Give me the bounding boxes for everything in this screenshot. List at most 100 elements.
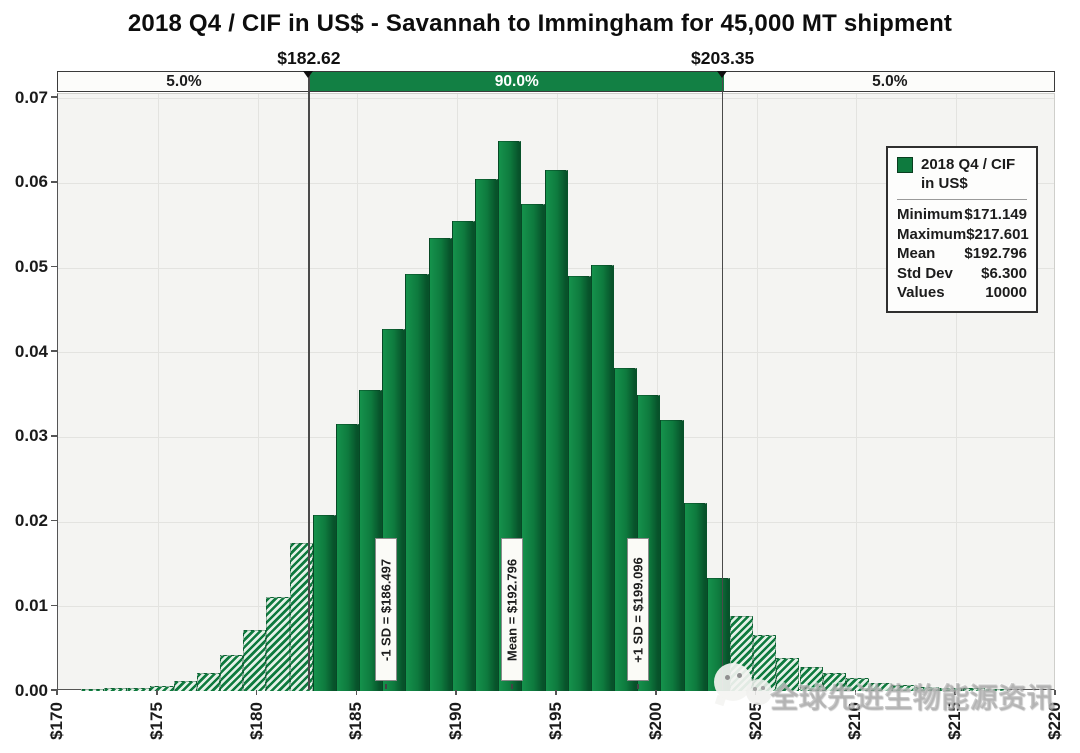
stat-value: $217.601 [966, 225, 1029, 243]
y-axis-tick [51, 604, 57, 607]
y-axis-tick [51, 435, 57, 437]
horizontal-gridline [58, 98, 1054, 100]
y-axis-tick [51, 519, 57, 522]
histogram-bar [104, 688, 128, 691]
x-axis-label: $170 [28, 692, 86, 750]
y-axis-tick [51, 689, 57, 691]
y-axis-tick [51, 350, 57, 353]
histogram-bar [266, 597, 290, 691]
legend-stat-row: Values 10000 [897, 283, 1027, 303]
histogram-bar [335, 424, 360, 691]
watermark-text: 全球先进生物能源资讯 [770, 682, 1056, 713]
stat-value: $192.796 [964, 245, 1027, 262]
x-axis-label-text: $180 [246, 702, 266, 740]
left-tail-percent: 5.0% [166, 72, 202, 90]
sd-annotation-text: +1 SD = $199.096 [630, 556, 646, 663]
histogram-bar [127, 687, 151, 691]
sd-annotation-text: -1 SD = $186.497 [378, 558, 394, 661]
y-axis-label: 0.05 [14, 257, 48, 277]
y-axis-label: 0.03 [14, 426, 48, 446]
x-axis-label-text: $170 [47, 702, 66, 740]
x-axis-tick [1054, 690, 1056, 695]
histogram-bar [451, 221, 475, 691]
histogram-bar [660, 420, 684, 691]
legend-divider [897, 199, 1027, 200]
percentile-band-90 [309, 72, 724, 91]
histogram-bar [753, 635, 777, 691]
y-axis-label: 0.02 [14, 511, 48, 531]
histogram-bar [243, 630, 267, 691]
histogram-bar [776, 657, 800, 691]
vertical-gridline [157, 94, 159, 689]
stat-value: $171.149 [964, 206, 1027, 223]
y-axis-label: 0.01 [14, 595, 48, 615]
delimiter-handle[interactable] [303, 71, 314, 78]
histogram-bar [544, 170, 568, 691]
histogram-bar [799, 667, 823, 691]
sd-annotation-marker [511, 684, 513, 689]
histogram-bar [289, 542, 313, 691]
wechat-icon [714, 663, 752, 701]
vertical-gridline [257, 94, 259, 689]
y-axis-label: 0.00 [14, 680, 48, 700]
legend-header: 2018 Q4 / CIF in US$ [897, 155, 1027, 193]
wechat-icon-eye [737, 673, 742, 678]
sd-annotation: Mean = $192.796 [501, 538, 523, 681]
x-axis-tick [156, 690, 158, 695]
center-percent: 90.0% [494, 72, 539, 90]
histogram-bar [567, 276, 591, 691]
x-axis-tick [56, 690, 58, 695]
histogram-bar [474, 178, 499, 691]
left-delimiter-value: $182.62 [277, 48, 341, 68]
histogram-bar [706, 578, 730, 691]
x-axis-label-text: $195 [546, 702, 565, 740]
histogram-bar [938, 687, 962, 691]
histogram-bar [312, 514, 336, 691]
histogram-bar [150, 685, 174, 691]
stat-value: 10000 [985, 284, 1027, 301]
histogram-bar [220, 655, 244, 691]
sd-annotation-marker [636, 684, 639, 689]
x-axis-label-text: $190 [446, 702, 466, 740]
y-axis-tick [51, 96, 57, 99]
legend-stat-row: Mean $192.796 [897, 244, 1027, 264]
histogram-bar [590, 265, 615, 691]
histogram-bar [869, 682, 893, 691]
series-label: 2018 Q4 / CIF in US$ [921, 156, 1016, 192]
wechat-icon-eye [725, 675, 730, 680]
stat-label: Maximum [897, 225, 967, 243]
delimiter-line [308, 71, 310, 690]
y-axis-label: 0.06 [14, 172, 48, 192]
percentile-band: 5.0% 90.0% 5.0% [57, 71, 1055, 92]
x-axis-label-text: $185 [346, 702, 366, 740]
delimiter-handle[interactable] [717, 71, 728, 78]
legend-stat-row: Std Dev $6.300 [897, 264, 1027, 284]
x-axis-label-text: $205 [745, 702, 765, 740]
stat-label: Std Dev [897, 264, 953, 282]
histogram-bar [173, 680, 197, 691]
vertical-gridline [357, 94, 359, 689]
x-axis-tick [555, 690, 557, 695]
vertical-gridline [656, 94, 658, 689]
stat-value: $6.300 [981, 264, 1027, 282]
sd-annotation-marker [385, 684, 388, 689]
histogram-bar [822, 673, 846, 691]
histogram-bar [915, 686, 939, 691]
legend-stat-row: Minimum $171.149 [897, 205, 1027, 225]
histogram-bar [80, 689, 105, 691]
sd-annotation: +1 SD = $199.096 [626, 538, 649, 681]
right-tail-percent: 5.0% [872, 72, 908, 90]
x-axis-tick [954, 690, 956, 695]
histogram-bar [521, 204, 545, 691]
histogram-bar [961, 688, 985, 691]
legend-stat-row: Maximum $217.601 [897, 225, 1029, 245]
legend-box: 2018 Q4 / CIF in US$ Minimum $171.149 Maxi… [886, 146, 1038, 313]
x-axis-tick [854, 690, 857, 695]
stat-label: Values [897, 284, 945, 301]
delimiter-line [721, 71, 724, 690]
y-axis-label: 0.07 [14, 87, 48, 107]
sd-annotation-text: Mean = $192.796 [504, 558, 520, 661]
histogram-bar [196, 673, 220, 691]
histogram-bar [845, 678, 870, 691]
